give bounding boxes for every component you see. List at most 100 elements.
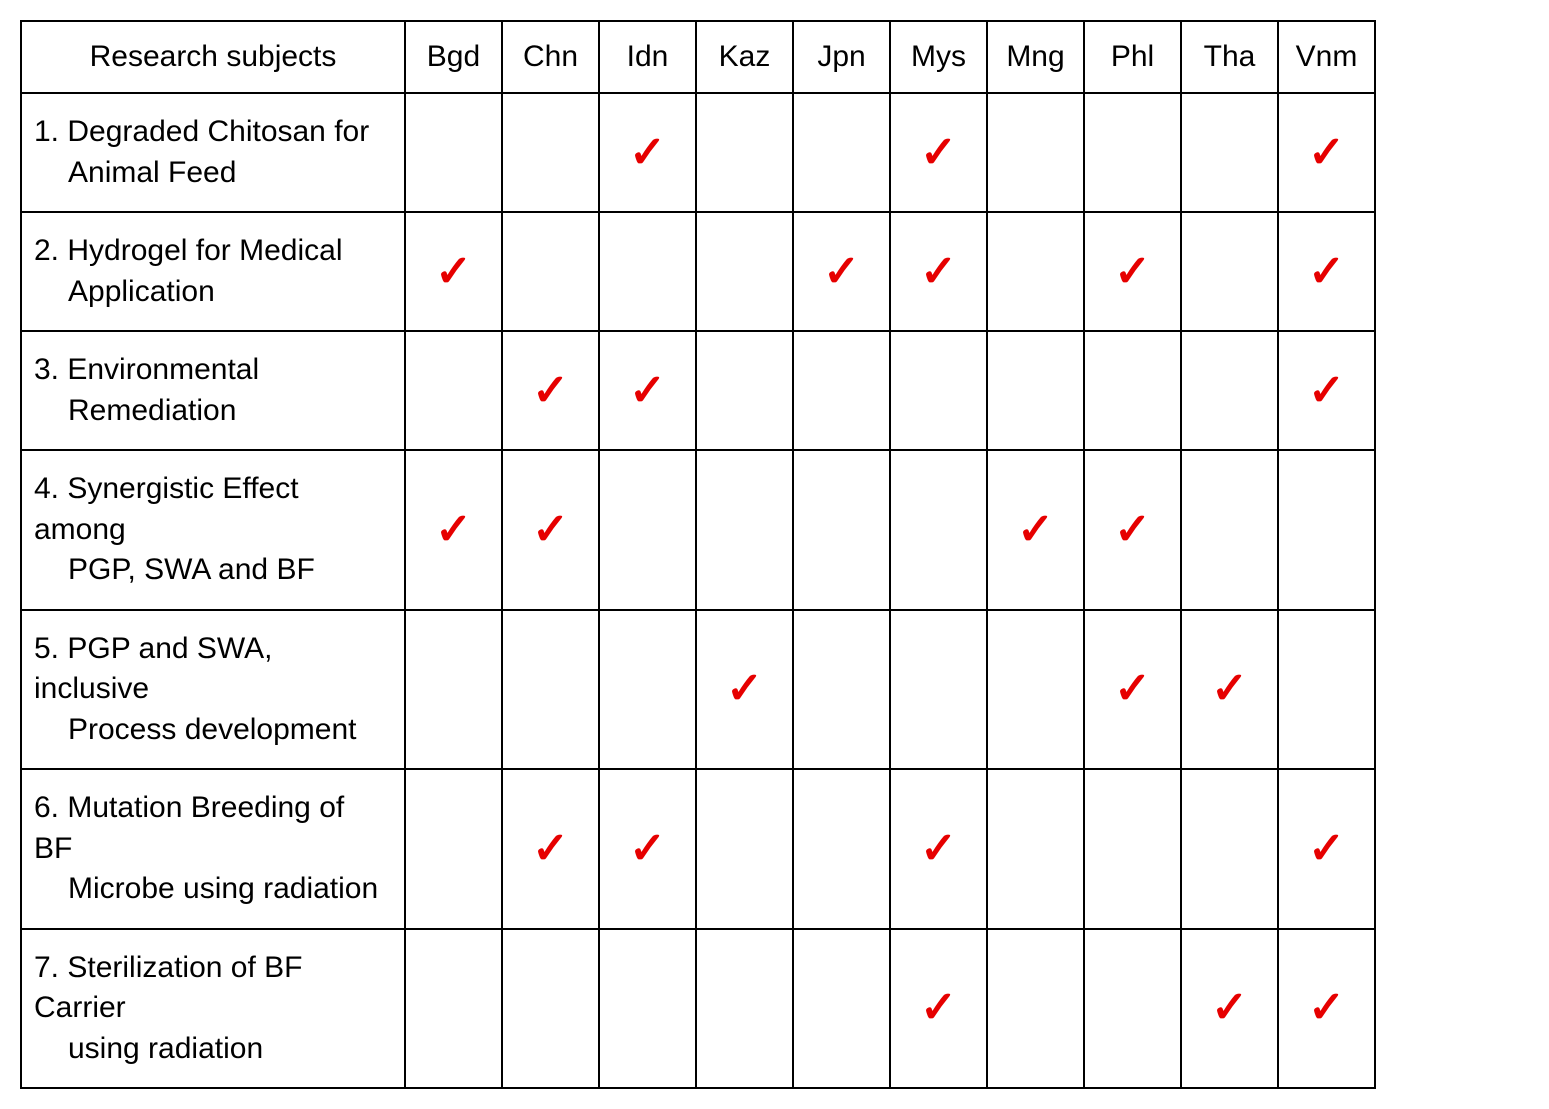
table-row: 1. Degraded Chitosan forAnimal Feed ✓ ✓ ✓ [21,93,1375,212]
check-cell: ✓ [1084,450,1181,610]
check-cell [696,450,793,610]
check-cell: ✓ [793,212,890,331]
table-row: 5. PGP and SWA, inclusiveProcess develop… [21,610,1375,770]
subject-line2: using radiation [34,1029,390,1070]
table-body: 1. Degraded Chitosan forAnimal Feed✓✓✓2.… [21,93,1375,1088]
check-icon: ✓ [1114,505,1151,554]
subject-line2: Microbe using radiation [34,869,390,910]
check-cell [502,93,599,212]
subject-text: Hydrogel for Medical [59,234,342,267]
check-cell [405,331,502,450]
check-cell [987,929,1084,1089]
check-icon: ✓ [629,824,666,873]
check-cell: ✓ [890,212,987,331]
check-cell: ✓ [1181,929,1278,1089]
check-cell: ✓ [502,450,599,610]
check-cell [405,769,502,929]
check-cell: ✓ [890,769,987,929]
check-icon: ✓ [1114,247,1151,296]
check-cell [599,610,696,770]
check-cell [1278,450,1375,610]
check-cell [793,769,890,929]
check-icon: ✓ [532,824,569,873]
check-icon: ✓ [532,366,569,415]
check-cell [987,610,1084,770]
subject-line2: Animal Feed [34,153,390,194]
header-country-jpn: Jpn [793,21,890,93]
subject-text: Synergistic Effect among [34,472,299,546]
check-icon: ✓ [823,247,860,296]
check-icon: ✓ [629,128,666,177]
check-cell [696,929,793,1089]
header-country-idn: Idn [599,21,696,93]
subject-cell: 4. Synergistic Effect amongPGP, SWA and … [21,450,405,610]
check-cell: ✓ [405,212,502,331]
check-cell: ✓ [1278,929,1375,1089]
subject-text: Sterilization of BF Carrier [34,951,302,1025]
check-cell: ✓ [405,450,502,610]
check-cell [502,212,599,331]
check-icon: ✓ [920,247,957,296]
check-cell [890,450,987,610]
header-country-mng: Mng [987,21,1084,93]
header-country-bgd: Bgd [405,21,502,93]
check-cell: ✓ [599,331,696,450]
check-cell [599,450,696,610]
check-cell: ✓ [502,331,599,450]
subject-cell: 3. EnvironmentalRemediation [21,331,405,450]
check-cell: ✓ [1084,610,1181,770]
check-cell: ✓ [890,929,987,1089]
check-cell [890,331,987,450]
check-cell [1181,93,1278,212]
check-cell [793,929,890,1089]
research-subjects-table: Research subjects Bgd Chn Idn Kaz Jpn My… [20,20,1376,1089]
check-icon: ✓ [1308,983,1345,1032]
check-cell: ✓ [1278,93,1375,212]
check-cell [890,610,987,770]
subject-number: 3. [34,350,59,391]
check-cell [1084,929,1181,1089]
subject-line1: 6. Mutation Breeding of BF [34,791,344,865]
subject-line1: 7. Sterilization of BF Carrier [34,951,302,1025]
table-row: 3. EnvironmentalRemediation✓✓✓ [21,331,1375,450]
check-cell [793,93,890,212]
table-row: 4. Synergistic Effect amongPGP, SWA and … [21,450,1375,610]
subject-line2: PGP, SWA and BF [34,550,390,591]
check-icon: ✓ [726,664,763,713]
subject-cell: 1. Degraded Chitosan forAnimal Feed [21,93,405,212]
subject-cell: 7. Sterilization of BF Carrierusing radi… [21,929,405,1089]
subject-line1: 3. Environmental [34,353,259,386]
subject-number: 4. [34,469,59,510]
table-row: 2. Hydrogel for MedicalApplication✓✓✓✓✓ [21,212,1375,331]
subject-cell: 6. Mutation Breeding of BFMicrobe using … [21,769,405,929]
check-cell [987,769,1084,929]
check-cell [1181,450,1278,610]
check-cell [793,610,890,770]
check-icon: ✓ [1308,247,1345,296]
check-cell [405,93,502,212]
check-icon: ✓ [532,505,569,554]
check-cell [405,929,502,1089]
check-cell [696,93,793,212]
check-cell: ✓ [987,450,1084,610]
check-cell: ✓ [1181,610,1278,770]
check-cell: ✓ [696,610,793,770]
check-icon: ✓ [629,366,666,415]
subject-text: PGP and SWA, inclusive [34,632,272,706]
subject-number: 7. [34,948,59,989]
check-cell [502,610,599,770]
check-cell: ✓ [1084,212,1181,331]
check-cell [1084,769,1181,929]
subject-number: 2. [34,231,59,272]
check-icon: ✓ [920,128,957,177]
header-country-kaz: Kaz [696,21,793,93]
check-cell: ✓ [599,769,696,929]
check-icon: ✓ [1211,983,1248,1032]
check-cell [696,331,793,450]
check-cell [987,212,1084,331]
table-header-row: Research subjects Bgd Chn Idn Kaz Jpn My… [21,21,1375,93]
check-icon: ✓ [1308,128,1345,177]
check-cell [793,450,890,610]
subject-number: 6. [34,788,59,829]
check-cell [1084,331,1181,450]
